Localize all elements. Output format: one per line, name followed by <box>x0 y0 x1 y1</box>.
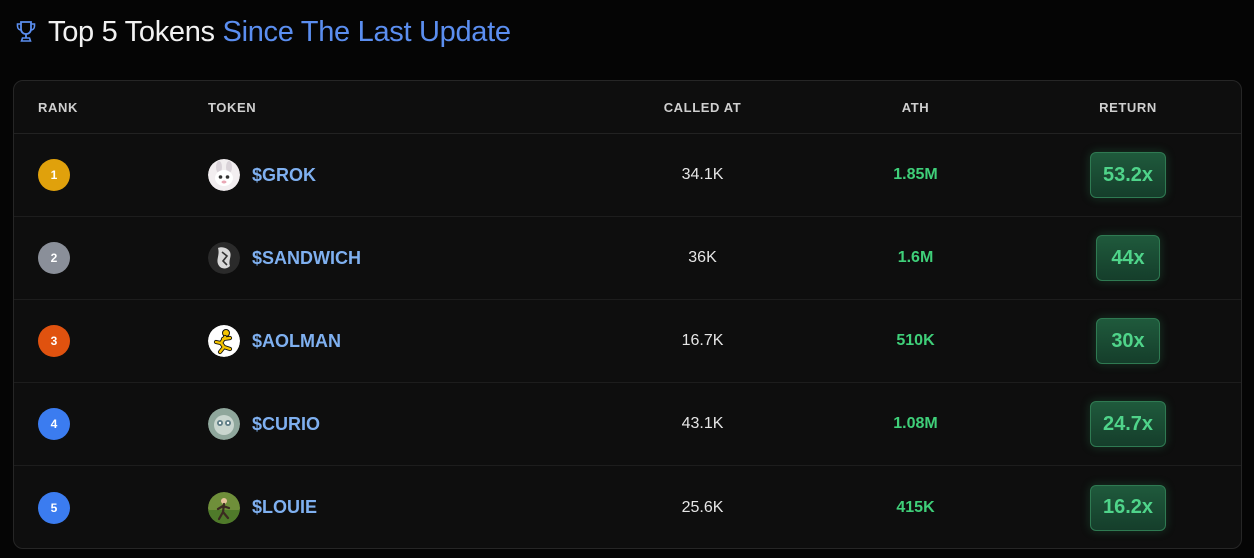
token-link[interactable]: $LOUIE <box>252 497 318 517</box>
curio-avatar <box>208 408 240 440</box>
rank-badge: 4 <box>38 408 70 440</box>
rank-badge: 5 <box>38 491 70 524</box>
col-header-called-at: CALLED AT <box>663 99 742 115</box>
title-main: Top 5 Tokens <box>48 15 215 48</box>
table-header: RANK TOKEN CALLED AT ATH RETURN <box>14 81 1241 134</box>
token-link[interactable]: $AOLMAN <box>252 330 341 351</box>
ath-value: 415K <box>896 498 935 516</box>
table-row[interactable]: 5 $LOUIE 25.6K 415K 16.2x <box>14 466 1241 548</box>
return-badge: 53.2x <box>1089 152 1167 198</box>
return-badge: 16.2x <box>1089 484 1167 531</box>
title-accent: Since The Last Update <box>222 15 512 48</box>
col-header-ath: ATH <box>901 99 930 115</box>
rank-badge: 1 <box>38 159 70 191</box>
table-row[interactable]: 2 $SANDWICH 36K 1.6M 44x <box>14 217 1241 300</box>
called-at-value: 36K <box>688 249 717 266</box>
called-at-value: 34.1K <box>681 166 724 183</box>
ath-value: 1.85M <box>893 166 938 183</box>
table-row[interactable]: 1 $GROK 34.1K 1.85M 53.2x <box>14 134 1241 217</box>
return-badge: 24.7x <box>1089 401 1167 447</box>
rank-badge: 2 <box>38 242 70 274</box>
col-header-rank: RANK <box>38 99 78 115</box>
table-row[interactable]: 4 $CURIO 43.1K 1.08M 24.7x <box>14 383 1241 466</box>
token-link[interactable]: $SANDWICH <box>252 247 362 268</box>
sandwich-avatar <box>208 242 240 274</box>
token-link[interactable]: $GROK <box>252 164 317 185</box>
ath-value: 510K <box>896 332 935 349</box>
col-header-return: RETURN <box>1099 99 1157 115</box>
called-at-value: 43.1K <box>681 415 724 432</box>
page-title: Top 5 Tokens Since The Last Update <box>48 16 511 49</box>
ath-value: 1.08M <box>893 415 938 432</box>
called-at-value: 25.6K <box>681 498 724 516</box>
token-link[interactable]: $CURIO <box>252 413 321 434</box>
top-tokens-table: RANK TOKEN CALLED AT ATH RETURN 1 $GROK … <box>13 80 1242 549</box>
trophy-icon <box>14 19 38 45</box>
return-badge: 30x <box>1096 318 1160 364</box>
return-badge: 44x <box>1096 235 1160 281</box>
aolman-avatar <box>208 325 240 357</box>
table-row[interactable]: 3 $AOLMAN 16.7K 510K 30x <box>14 300 1241 383</box>
rank-badge: 3 <box>38 325 70 357</box>
col-header-token: TOKEN <box>208 99 257 115</box>
page-header: Top 5 Tokens Since The Last Update <box>14 12 511 52</box>
grok-avatar <box>208 159 240 191</box>
louie-avatar <box>208 491 240 524</box>
ath-value: 1.6M <box>897 249 934 266</box>
called-at-value: 16.7K <box>681 332 724 349</box>
